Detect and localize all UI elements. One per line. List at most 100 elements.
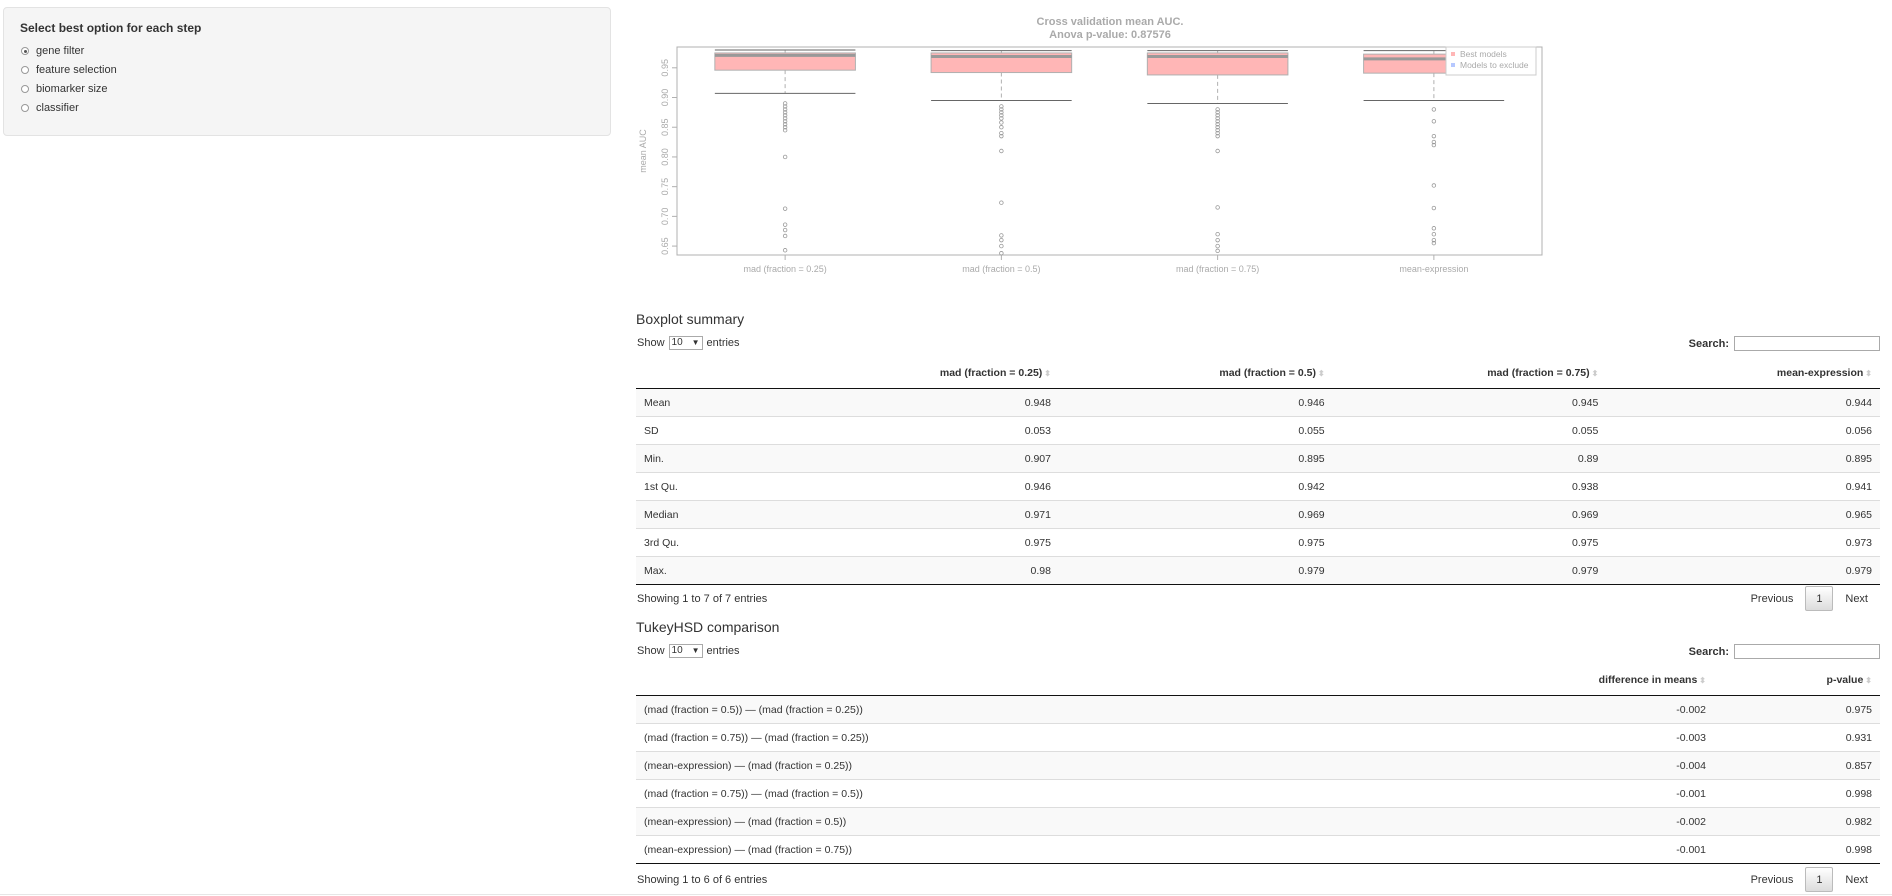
boxplot-length-control: Show 10 ▼ entries — [637, 336, 740, 350]
outlier-point — [1215, 125, 1220, 130]
column-header[interactable]: mad (fraction = 0.5) ⬍ — [1058, 358, 1333, 389]
radio-button[interactable] — [21, 46, 29, 55]
value-cell: 0.907 — [785, 444, 1059, 473]
row-label-cell: (mean-expression) — (mad (fraction = 0.7… — [636, 835, 1548, 864]
outlier-point — [1215, 116, 1220, 121]
outlier-point — [1215, 243, 1220, 249]
value-cell: -0.001 — [1548, 779, 1714, 808]
table-row: Mean 0.948 0.946 0.945 0.944 — [636, 388, 1880, 417]
column-header[interactable]: mad (fraction = 0.75) ⬍ — [1332, 358, 1607, 389]
value-cell: 0.998 — [1714, 835, 1880, 864]
outlier-point — [782, 125, 788, 130]
column-header[interactable]: difference in means ⬍ — [1548, 665, 1714, 696]
search-input[interactable] — [1734, 644, 1880, 659]
row-label-cell: (mean-expression) — (mad (fraction = 0.2… — [636, 751, 1548, 780]
table-row: 3rd Qu. 0.975 0.975 0.975 0.973 — [636, 528, 1880, 557]
column-header[interactable]: mean-expression ⬍ — [1606, 358, 1880, 389]
value-cell: 0.941 — [1606, 472, 1880, 501]
outlier-point — [782, 113, 788, 118]
row-label-cell: (mad (fraction = 0.75)) — (mad (fraction… — [636, 723, 1548, 752]
page-1-button[interactable]: 1 — [1805, 586, 1834, 611]
next-button[interactable]: Next — [1845, 592, 1868, 605]
outlier-point — [1431, 142, 1437, 148]
value-cell: 0.979 — [1058, 556, 1333, 585]
box — [714, 52, 856, 71]
entries-select[interactable]: 10 ▼ — [668, 644, 703, 658]
outlier-point — [782, 110, 788, 115]
row-label-cell: Mean — [636, 388, 786, 417]
outlier-point — [782, 107, 788, 112]
outlier-point — [1431, 231, 1437, 237]
tukey-title: TukeyHSD comparison — [636, 619, 780, 635]
y-tick-label: 0.75 — [660, 178, 670, 196]
boxplot-summary-table: mad (fraction = 0.25) ⬍ mad (fraction = 0.… — [636, 358, 1880, 585]
value-cell: 0.946 — [785, 472, 1059, 501]
table-row: (mad (fraction = 0.75)) — (mad (fraction… — [636, 779, 1880, 808]
outlier-point — [1431, 205, 1437, 211]
value-cell: 0.998 — [1714, 779, 1880, 808]
previous-button[interactable]: Previous — [1750, 592, 1794, 605]
outlier-point — [782, 248, 788, 253]
y-tick-label: 0.80 — [660, 148, 670, 166]
row-label-cell: (mad (fraction = 0.75)) — (mad (fraction… — [636, 779, 1548, 808]
main-panel: Cross validation mean AUC. Anova p-value:… — [636, 0, 1880, 896]
value-cell: -0.002 — [1548, 695, 1714, 724]
sort-icon: ⬍ — [1317, 369, 1325, 378]
sort-icon: ⬍ — [1699, 676, 1706, 685]
outlier-point — [782, 206, 788, 211]
table-row: 1st Qu. 0.946 0.942 0.938 0.941 — [636, 472, 1880, 501]
outlier-point — [1215, 148, 1220, 154]
previous-button[interactable]: Previous — [1750, 873, 1794, 886]
table-row: Max. 0.98 0.979 0.979 0.979 — [636, 556, 1880, 585]
outlier-point — [999, 200, 1004, 205]
column-header[interactable]: p-value ⬍ — [1714, 665, 1880, 696]
row-label-cell: (mean-expression) — (mad (fraction = 0.5… — [636, 807, 1548, 836]
outlier-point — [782, 222, 788, 227]
outlier-point — [1215, 237, 1220, 243]
value-cell: 0.938 — [1332, 472, 1607, 501]
auc-boxplot-chart: Cross validation mean AUC. Anova p-value:… — [636, 0, 1556, 290]
radio-label: feature selection — [36, 63, 117, 76]
value-cell: 0.965 — [1606, 500, 1880, 529]
value-cell: 0.971 — [785, 500, 1059, 529]
next-button[interactable]: Next — [1845, 873, 1868, 886]
legend-label: Models to exclude — [1460, 60, 1529, 70]
pagination: Previous 1 Next — [1739, 586, 1880, 611]
radio-option[interactable]: classifier — [20, 98, 594, 117]
value-cell: 0.98 — [785, 556, 1059, 585]
column-header[interactable]: mad (fraction = 0.25) ⬍ — [785, 358, 1059, 389]
outlier-point — [1215, 205, 1220, 210]
radio-option[interactable]: gene filter — [20, 41, 594, 60]
outlier-point — [1215, 119, 1220, 124]
y-axis-label: mean AUC — [638, 129, 648, 173]
legend-box — [1445, 46, 1537, 76]
chart-title: Cross validation mean AUC. — [1037, 16, 1184, 28]
outlier-point — [1215, 248, 1220, 254]
outlier-point — [782, 101, 788, 106]
outlier-point — [1431, 133, 1437, 139]
page-1-button[interactable]: 1 — [1805, 867, 1834, 892]
radio-option[interactable]: feature selection — [20, 60, 594, 79]
search-input[interactable] — [1734, 336, 1880, 351]
sort-icon: ⬍ — [1044, 369, 1051, 378]
row-label-cell: 1st Qu. — [636, 472, 786, 501]
radio-option[interactable]: biomarker size — [20, 79, 594, 98]
legend-label: Best models — [1460, 49, 1507, 59]
value-cell: 0.975 — [785, 528, 1059, 557]
outlier-point — [782, 119, 788, 124]
radio-button[interactable] — [21, 84, 29, 93]
y-tick-label: 0.95 — [660, 59, 670, 77]
outlier-point — [782, 233, 788, 239]
entries-select[interactable]: 10 ▼ — [668, 336, 703, 350]
outlier-point — [782, 116, 788, 121]
row-label-cell: Min. — [636, 444, 786, 473]
table-row: (mean-expression) — (mad (fraction = 0.7… — [636, 835, 1880, 864]
options-heading: Select best option for each step — [20, 21, 202, 35]
value-cell: 0.895 — [1606, 444, 1880, 473]
radio-button[interactable] — [21, 65, 29, 74]
options-panel: Select best option for each step gene fi… — [3, 7, 611, 136]
value-cell: 0.055 — [1058, 416, 1333, 445]
radio-button[interactable] — [21, 103, 29, 112]
x-tick-label: mad (fraction = 0.5) — [962, 264, 1040, 274]
value-cell: 0.945 — [1332, 388, 1607, 417]
